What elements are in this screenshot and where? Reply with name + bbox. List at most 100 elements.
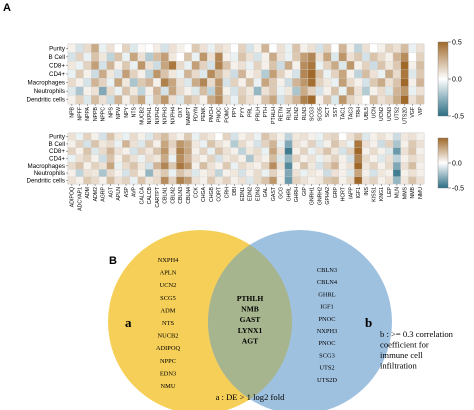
heatmap-cell	[98, 147, 107, 155]
heatmap-cell	[129, 176, 138, 185]
heatmap-cell	[269, 169, 278, 177]
row-label: CD8+	[49, 148, 65, 155]
heatmap-cell	[114, 140, 123, 148]
heatmap-cell	[284, 61, 293, 70]
heatmap-cell	[400, 86, 409, 96]
heatmap-cell	[269, 69, 278, 79]
heatmap-cell	[176, 86, 185, 96]
heatmap-cell	[346, 78, 355, 87]
heatmap-cell	[276, 69, 285, 79]
heatmap-cell	[191, 132, 200, 141]
heatmap-cell	[129, 95, 138, 105]
heatmap-cell	[67, 52, 76, 62]
heatmap-cell	[323, 154, 332, 163]
venn-intersection-gene: LYNX1	[238, 326, 263, 335]
heatmap-cell	[199, 154, 208, 163]
heatmap-cell	[191, 69, 200, 79]
heatmap-cell	[83, 43, 92, 53]
column-label: NMU	[418, 187, 424, 199]
heatmap-cell	[137, 69, 146, 79]
heatmap-cell	[145, 132, 154, 141]
heatmap-cell	[253, 162, 262, 170]
heatmap-cell	[106, 95, 115, 105]
column-label: CBLN3	[178, 187, 184, 204]
heatmap-cell	[153, 69, 161, 79]
heatmap-cell	[207, 61, 216, 70]
heatmap-cell	[300, 147, 309, 155]
heatmap-cell	[183, 52, 192, 62]
heatmap-cell	[392, 69, 401, 79]
column-label: NXPH3	[163, 107, 169, 124]
heatmap-cell	[331, 147, 339, 155]
heatmap-cell	[183, 162, 192, 170]
heatmap-cell	[129, 169, 138, 177]
heatmap-cell	[307, 169, 316, 177]
row-label: Purity	[49, 45, 66, 52]
heatmap-cell	[191, 86, 200, 96]
heatmap-cell	[331, 95, 339, 105]
heatmap-cell	[199, 78, 208, 87]
heatmap-cell	[67, 162, 76, 170]
heatmap-cell	[137, 52, 146, 62]
heatmap-cell	[261, 61, 270, 70]
heatmap-cell	[369, 140, 378, 148]
heatmap-cell	[145, 140, 154, 148]
heatmap-cell	[168, 69, 177, 79]
heatmap-cell	[207, 140, 216, 148]
heatmap-cell	[199, 61, 208, 70]
heatmap-cell	[160, 78, 169, 87]
heatmap-cell	[98, 176, 107, 185]
heatmap-cell	[129, 86, 138, 96]
heatmap-cell	[323, 52, 332, 62]
heatmap-cell	[106, 52, 115, 62]
heatmap-cell	[106, 147, 115, 155]
heatmap-cell	[346, 140, 355, 148]
heatmap-cell	[122, 78, 131, 87]
heatmap-cell	[214, 78, 223, 87]
heatmap-cell	[416, 78, 425, 87]
heatmap-cell	[238, 169, 247, 177]
heatmap-cell	[222, 52, 231, 62]
heatmap-cell	[261, 43, 270, 53]
column-label: SST	[333, 106, 339, 117]
heatmap-cell	[253, 169, 262, 177]
heatmap-cell	[408, 176, 417, 185]
heatmap-cell	[369, 43, 378, 53]
heatmap-cell	[315, 154, 324, 163]
heatmap-cell	[168, 176, 177, 185]
column-label: LEP	[387, 186, 393, 196]
heatmap-cell	[153, 52, 161, 62]
heatmap-cell	[191, 147, 200, 155]
heatmap-cell	[91, 78, 100, 87]
heatmap-cell	[168, 140, 177, 148]
heatmap-cell	[369, 78, 378, 87]
heatmap-cell	[416, 61, 425, 70]
heatmap-cell	[400, 69, 409, 79]
column-label: CHGB	[209, 186, 215, 202]
venn-b-gene: UTS2	[319, 365, 334, 372]
heatmap-cell	[168, 78, 177, 87]
heatmap-cell	[122, 43, 131, 53]
heatmap-cell	[400, 147, 409, 155]
heatmap-cell	[168, 154, 177, 163]
heatmap-cell	[400, 140, 409, 148]
heatmap-cell	[83, 132, 92, 141]
heatmap-cell	[292, 69, 301, 79]
heatmap-cell	[284, 52, 293, 62]
heatmap-cell	[83, 140, 92, 148]
venn-intersection-gene: AGT	[242, 336, 258, 345]
heatmap-cell	[214, 169, 223, 177]
heatmap-cell	[98, 61, 107, 70]
heatmap-cell	[145, 162, 154, 170]
heatmap-cell	[67, 154, 76, 163]
heatmap-cell	[385, 86, 394, 96]
heatmap-cell	[160, 162, 169, 170]
heatmap-cell	[214, 162, 223, 170]
column-label: GCG	[279, 187, 285, 199]
colorbar-tick-label: 0.5	[452, 39, 462, 46]
column-label: GHRH	[294, 187, 300, 203]
heatmap-cell	[408, 52, 417, 62]
heatmap-cell	[67, 147, 76, 155]
heatmap-cell	[416, 86, 425, 96]
heatmap-cell	[416, 95, 425, 105]
